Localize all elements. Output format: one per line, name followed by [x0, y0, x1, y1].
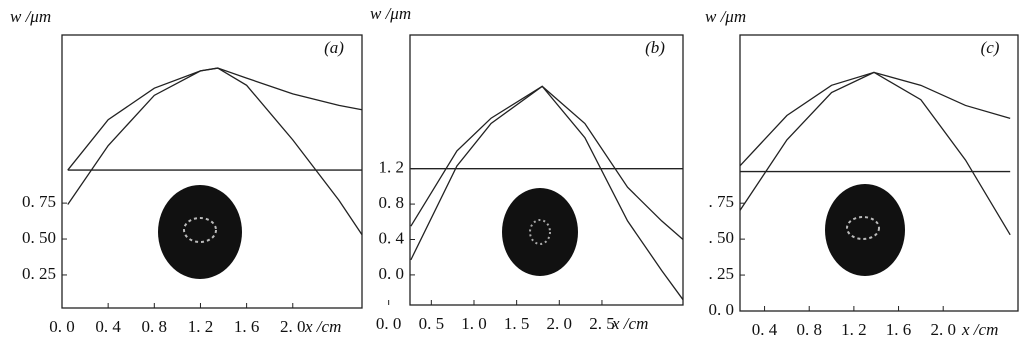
y-axis-label: w /μm: [370, 4, 411, 23]
y-tick-label: . 25: [709, 264, 735, 283]
y-tick-label: 0. 25: [22, 264, 56, 283]
panel-label: (b): [645, 38, 665, 57]
y-tick-label: 0. 75: [22, 192, 56, 211]
x-tick-label: 0. 5: [419, 314, 445, 333]
inset-images: [158, 184, 905, 279]
y-tick-label: 0. 0: [379, 264, 405, 283]
x-tick-label: 1. 0: [461, 314, 487, 333]
x-tick-label: 2. 0: [280, 317, 306, 336]
x-tick-label: 0. 4: [95, 317, 121, 336]
x-tick-label: 2. 0: [547, 314, 573, 333]
x-tick-label: 1. 6: [234, 317, 260, 336]
x-tick-label: 0. 0: [376, 314, 402, 333]
y-tick-label: 0. 0: [709, 300, 735, 319]
y-tick-label: 0. 8: [379, 193, 405, 212]
x-tick-label: 0. 0: [49, 317, 75, 336]
x-axis-label: x /cm: [304, 317, 341, 336]
curve: [740, 72, 1010, 165]
x-tick-label: 1. 5: [504, 314, 530, 333]
x-tick-label: 2. 0: [930, 320, 956, 339]
y-tick-label: 0. 50: [22, 228, 56, 247]
y-tick-label: 1. 2: [379, 158, 405, 177]
curve: [68, 68, 362, 170]
inset-spot: [502, 188, 578, 276]
x-axis-label: x /cm: [611, 314, 648, 333]
panel-label: (a): [324, 38, 344, 57]
panel-label: (c): [981, 38, 1000, 57]
x-tick-label: 0. 4: [752, 320, 778, 339]
y-tick-label: 0. 4: [379, 228, 405, 247]
x-tick-label: 0. 8: [796, 320, 822, 339]
inset-spot: [825, 184, 905, 276]
y-axis-label: w /μm: [10, 7, 51, 26]
x-tick-label: 1. 6: [886, 320, 912, 339]
x-tick-label: 2. 5: [589, 314, 615, 333]
figure: 0. 25 0. 50 0. 75 0. 0 0. 4 0. 8 1. 2 1. 6 2. 0 w…: [0, 0, 1033, 347]
x-tick-label: 1. 2: [188, 317, 214, 336]
y-tick-label: . 50: [709, 228, 735, 247]
x-axis-label: x /cm: [961, 320, 998, 339]
y-tick-label: . 75: [709, 192, 735, 211]
x-tick-label: 1. 2: [841, 320, 867, 339]
x-tick-label: 0. 8: [142, 317, 168, 336]
inset-spot: [158, 185, 242, 279]
y-axis-label: w /μm: [705, 7, 746, 26]
